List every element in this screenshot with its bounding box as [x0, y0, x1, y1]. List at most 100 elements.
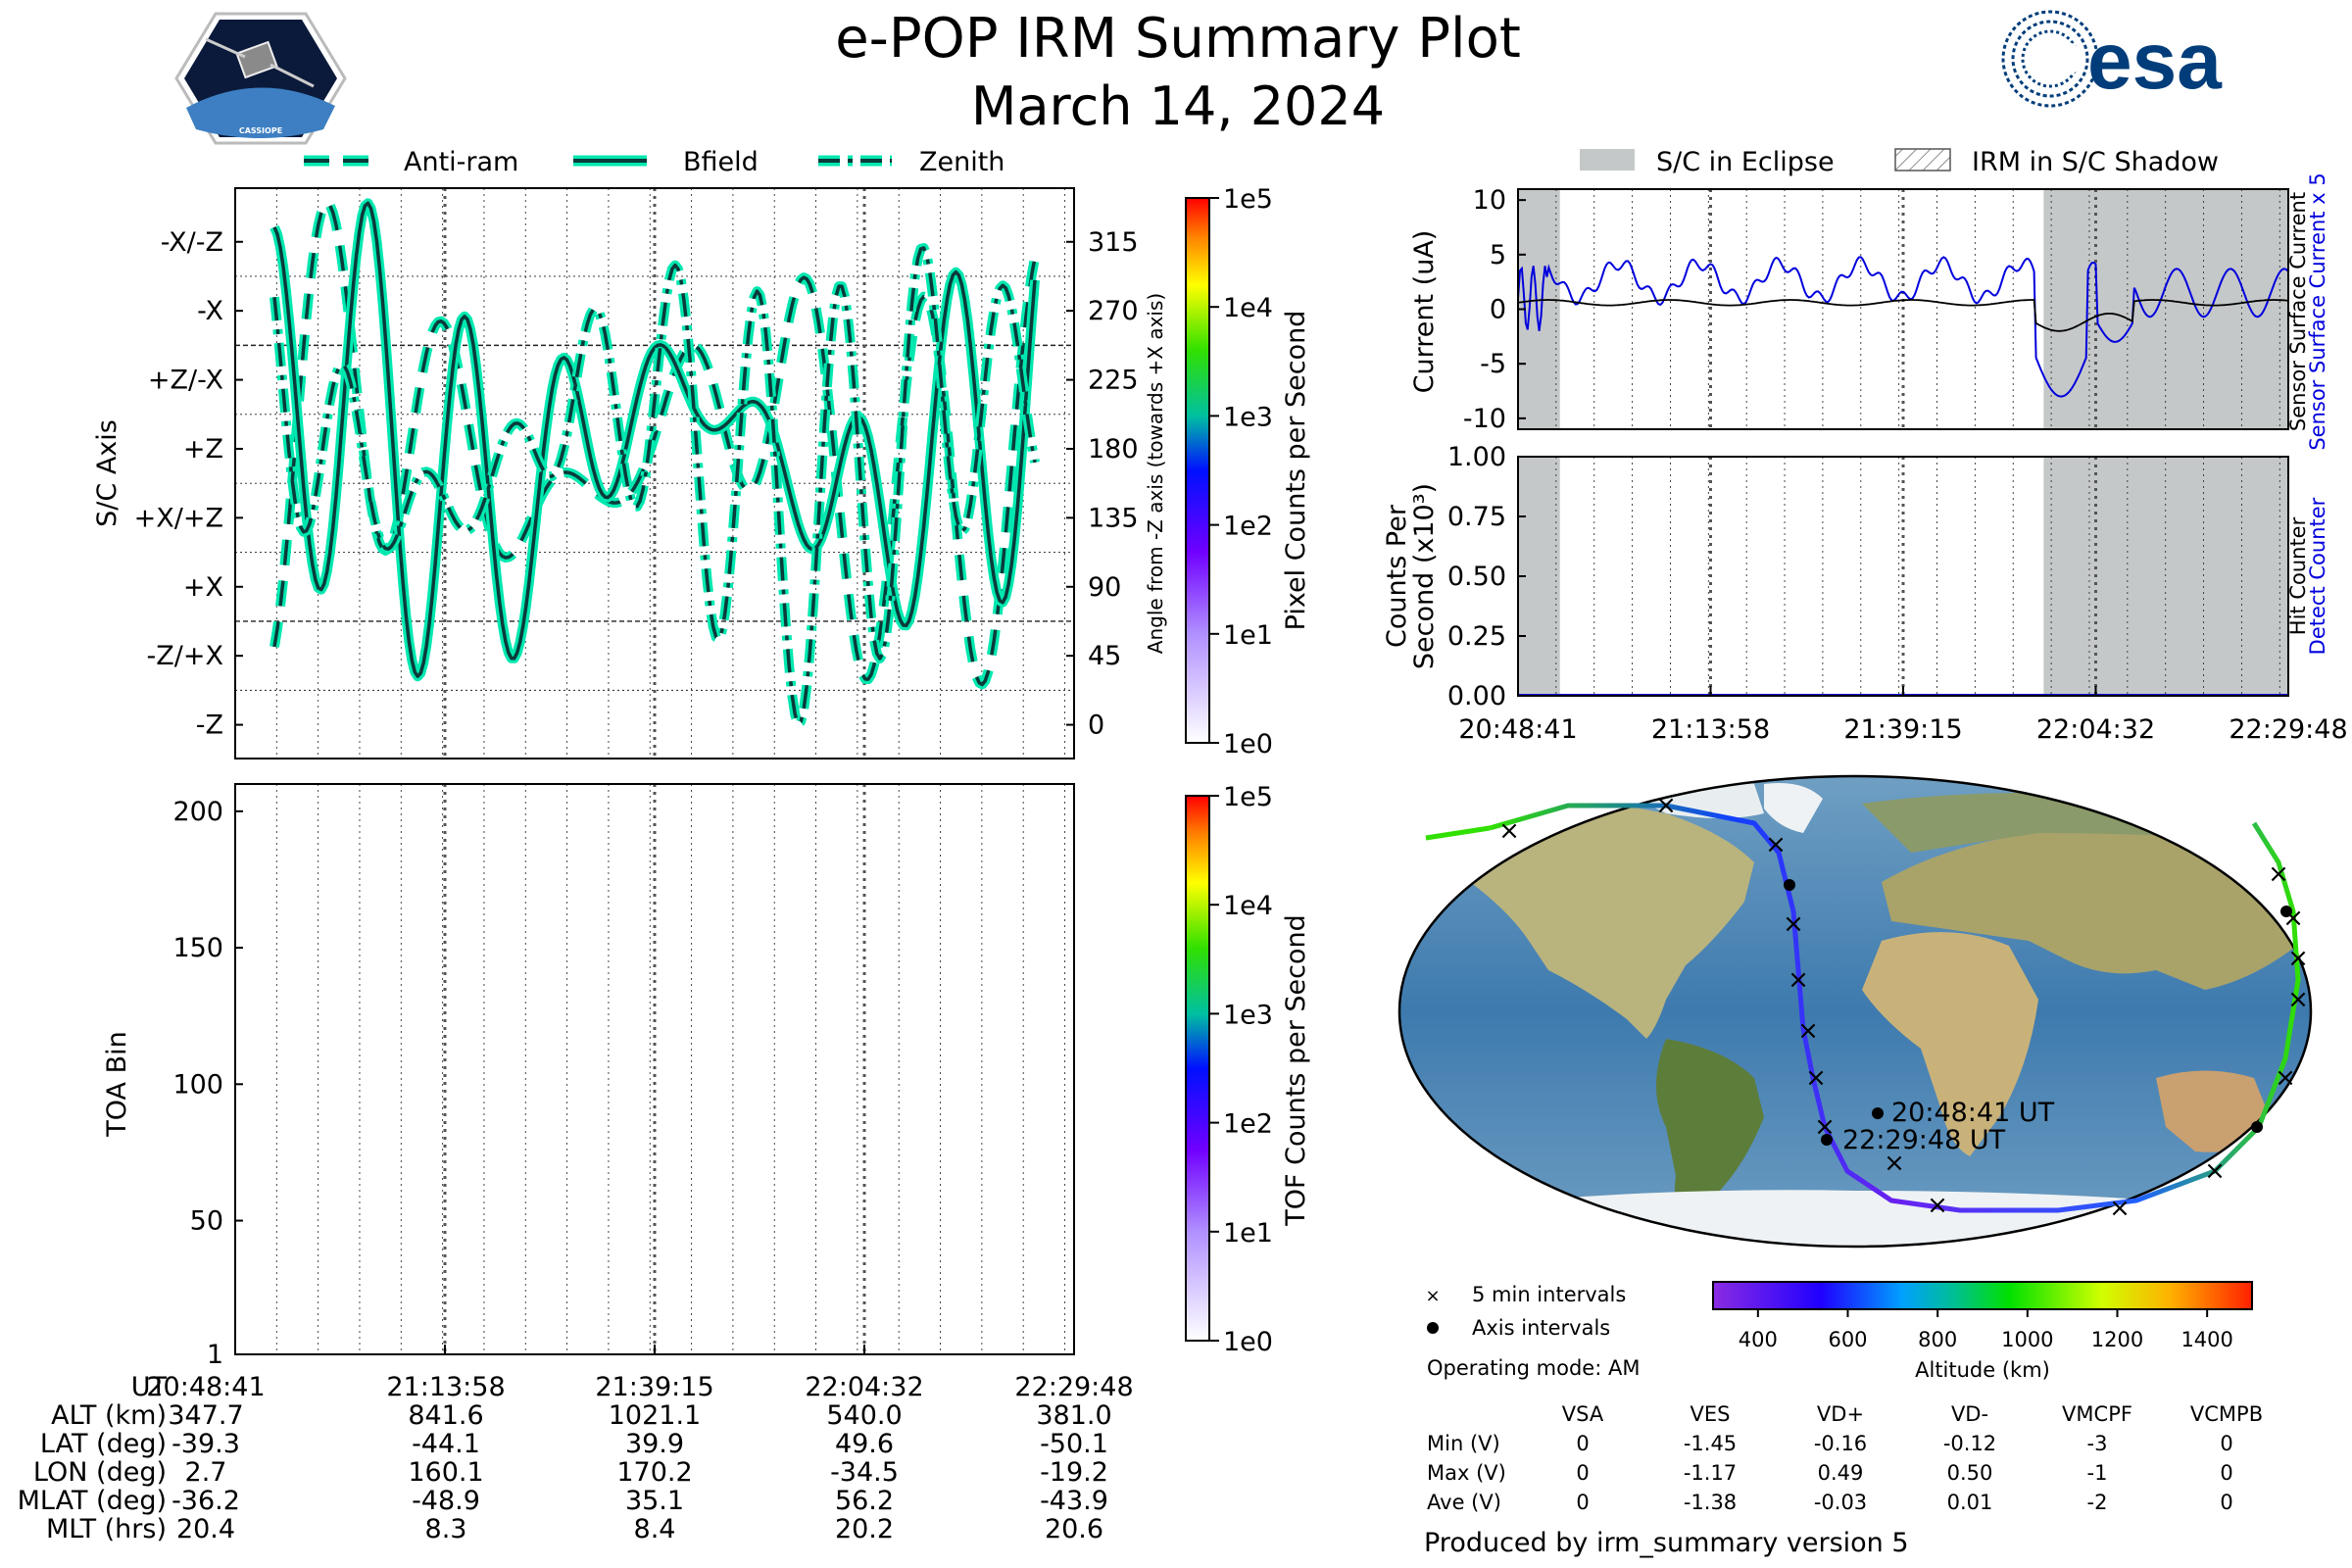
operating-mode: Operating mode: AM [1427, 1356, 1640, 1380]
tof-counts-colorbar: 1e0 1e1 1e2 1e3 1e4 1e5 TOF Counts per Second [1185, 782, 1311, 1357]
axis-table-cell: 381.0 [1036, 1400, 1111, 1431]
orbit-5min-mark: × [1797, 1016, 1819, 1046]
trace-bfield [270, 198, 1040, 682]
current-tick-label: 0 [1490, 295, 1506, 325]
hit-x-tick-label: 21:39:15 [1843, 714, 1962, 745]
orbit-interval-marks: ×××××××××× ××××××× [1498, 791, 2309, 1223]
toa-grid [275, 784, 1065, 1354]
legend-anti-ram: Anti-ram [304, 147, 518, 177]
svg-text:Counts Per: Counts Per [1382, 504, 1412, 648]
altitude-tick: 1400 [2180, 1328, 2232, 1351]
hit-counter-panel: 1.00 0.75 0.50 0.25 0.00 20:48:41 21:13:58 21:… [1382, 442, 2348, 745]
altitude-tick: 400 [1739, 1328, 1778, 1351]
colorbar-tick: 1e2 [1223, 1109, 1273, 1140]
hit-x-tick-label: 22:29:48 [2229, 714, 2347, 745]
sc-axis-tick-label: +Z/-X [148, 366, 223, 396]
tof-counts-label: TOF Counts per Second [1281, 914, 1311, 1227]
svg-text:Bfield: Bfield [683, 147, 759, 177]
axis-table-row-label: MLAT (deg) [18, 1486, 167, 1516]
voltage-header: VCMPB [2190, 1402, 2263, 1426]
voltage-header: VSA [1562, 1402, 1604, 1426]
svg-text:esa: esa [2087, 17, 2223, 106]
orbit-5min-mark: × [1783, 909, 1804, 939]
orbit-axis-mark [1872, 1107, 1884, 1119]
axis-table-cell: 22:04:32 [805, 1372, 923, 1402]
axis-table-cell: 35.1 [625, 1486, 684, 1516]
sc-axis-angle-tick: 45 [1088, 641, 1121, 671]
hit-right-label-1: Detect Counter [2306, 497, 2329, 655]
toa-x-ticks [234, 1345, 1075, 1354]
axis-table-cell: 49.6 [835, 1429, 894, 1459]
legend-eclipse-swatch [1580, 149, 1635, 171]
orbit-5min-mark: × [2287, 944, 2309, 973]
plot-title: e-POP IRM Summary Plot [835, 7, 1521, 71]
orbit-axis-mark [1821, 1134, 1833, 1146]
legend-axis-intervals: Axis intervals [1472, 1316, 1610, 1340]
axis-table-row-label: ALT (km) [51, 1400, 167, 1431]
orbit-path [1489, 803, 2301, 1213]
orbit-5min-mark: × [1884, 1149, 1905, 1178]
axis-table-cell: 8.4 [634, 1514, 676, 1544]
orbit-map: ×××××××××× ××××××× 20:48:41 UT 22:29:48 U… [1397, 774, 2313, 1249]
current-right-label-1: Sensor Surface Current x 5 [2306, 172, 2329, 450]
axis-table-cell: 347.7 [168, 1400, 243, 1431]
toa-tick-label: 200 [172, 797, 223, 827]
trace-current-x5 [1518, 256, 2288, 398]
current-right-label-2: Sensor Surface Current [2286, 192, 2310, 431]
voltage-cell: 0.50 [1947, 1461, 1993, 1485]
hit-tick-label: 0.00 [1447, 681, 1506, 711]
axis-table-cell: 8.3 [425, 1514, 467, 1544]
axis-table-cell: -50.1 [1040, 1429, 1108, 1459]
axis-table-cell: 20.2 [835, 1514, 894, 1544]
plot-subtitle: March 14, 2024 [971, 75, 1385, 137]
orbit-5min-mark: × [1788, 965, 1809, 995]
toa-ylabel: TOA Bin [102, 1031, 132, 1137]
axis-table-row-label: LAT (deg) [40, 1429, 167, 1459]
svg-text:×: × [1425, 1286, 1440, 1306]
colorbar-tick: 1e5 [1223, 184, 1273, 215]
axis-table-cell: -34.5 [830, 1457, 899, 1488]
voltage-row-label: Max (V) [1427, 1461, 1506, 1485]
orbit-track [1425, 803, 2301, 1213]
axis-table-cell: 21:39:15 [595, 1372, 713, 1402]
cassiope-badge-icon: CASSIOPE [174, 12, 347, 145]
voltage-header: VES [1690, 1402, 1731, 1426]
hit-x-tick-label: 22:04:32 [2036, 714, 2155, 745]
current-tick-label: 5 [1490, 240, 1506, 270]
colorbar-tick: 1e4 [1223, 891, 1273, 921]
sc-axis-tick-label: -X [197, 296, 223, 326]
sc-axis-tick-label: -Z/+X [147, 641, 223, 671]
current-grid [1555, 189, 2280, 429]
hit-right-label-2: Hit Counter [2286, 516, 2310, 635]
trace-zenith [270, 243, 1040, 729]
map-land [1399, 776, 2311, 1247]
sc-axis-angle-tick: 135 [1088, 503, 1139, 533]
hit-ylabel: Counts Per Second (x10³) [1382, 483, 1440, 669]
svg-text:Second (x10³): Second (x10³) [1409, 483, 1440, 669]
axis-panel-legend: Anti-ram Bfield Zenith [304, 147, 1004, 177]
orbit-5min-mark: × [1814, 1112, 1836, 1142]
orbit-axis-mark [2251, 1121, 2263, 1133]
svg-text:Anti-ram: Anti-ram [404, 147, 518, 177]
hit-x-tick-label: 20:48:41 [1458, 714, 1577, 745]
axis-table-cell: 20.6 [1045, 1514, 1103, 1544]
colorbar-tick: 1e5 [1223, 782, 1273, 812]
voltage-cell: 0 [1576, 1432, 1589, 1455]
orbit-5min-mark: × [1765, 830, 1787, 859]
sc-axis-angle-tick: 315 [1088, 227, 1139, 258]
voltage-cell: 0 [2220, 1432, 2232, 1455]
footer-version: Produced by irm_summary version 5 [1424, 1528, 1909, 1558]
colorbar-tick: 1e3 [1223, 1000, 1273, 1030]
sc-axis-tick-label: +Z [183, 434, 223, 465]
axis-table-row-label: LON (deg) [33, 1457, 167, 1488]
sc-axis-angle-tick: 90 [1088, 572, 1121, 603]
colorbar-tick: 1e4 [1223, 293, 1273, 323]
colorbar-tick: 1e2 [1223, 512, 1273, 542]
axis-table-cell: -43.9 [1040, 1486, 1108, 1516]
colorbar-tick: 1e0 [1223, 729, 1273, 760]
voltage-cell: -1.38 [1684, 1491, 1737, 1514]
colorbar-tick: 1e0 [1223, 1327, 1273, 1357]
legend-eclipse: S/C in Eclipse [1656, 147, 1835, 177]
